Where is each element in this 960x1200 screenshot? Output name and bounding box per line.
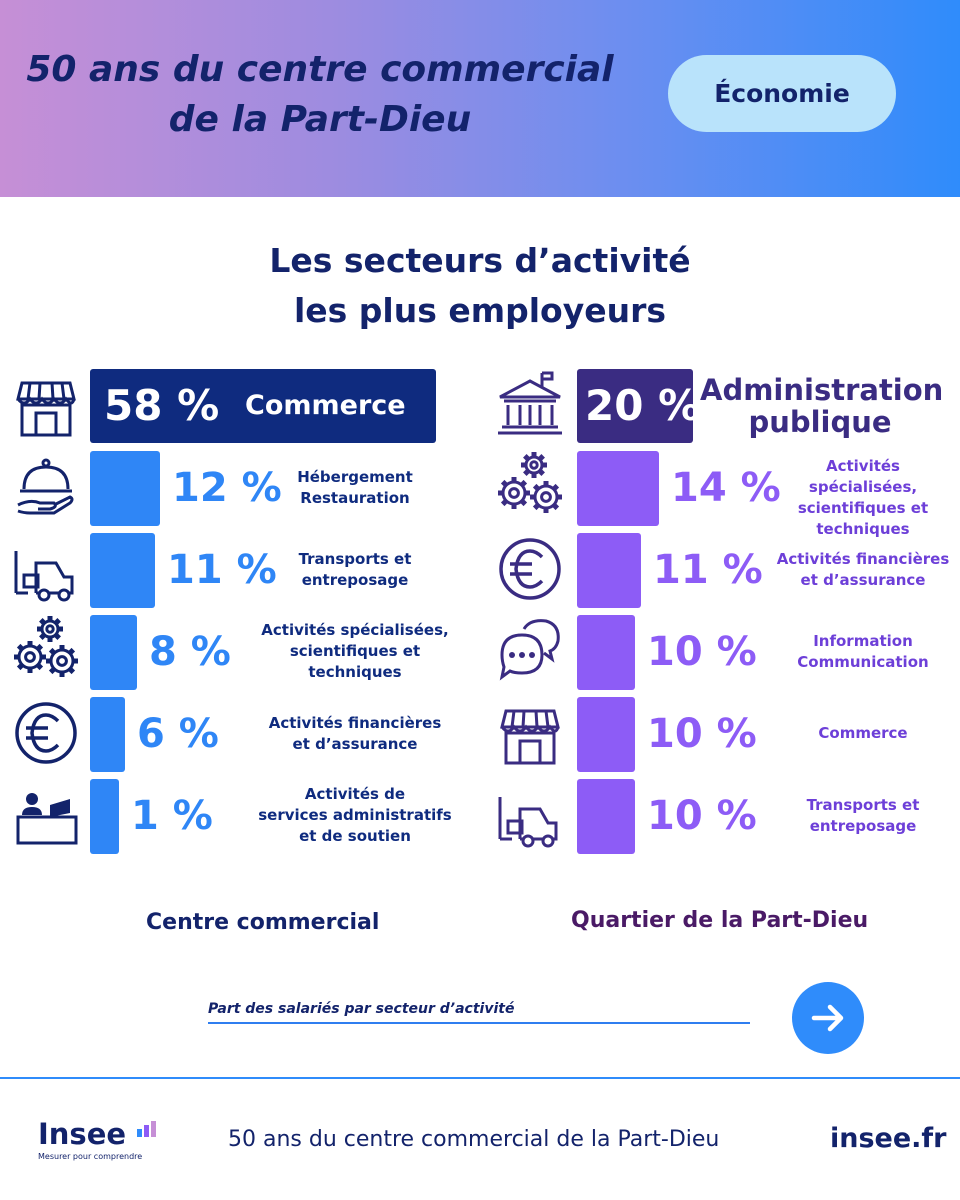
left-label-4: Activités spécialisées, scientifiques et t… [230, 620, 480, 683]
right-value-2: 14 % [671, 465, 781, 511]
footer-caption: 50 ans du centre commercial de la Part-D… [228, 1127, 720, 1152]
right-label-6: Transports et entreposage [772, 795, 954, 837]
right-bar-2 [577, 451, 659, 526]
forklift-icon [494, 779, 566, 851]
left-label-5: Activités financières et d’assurance [230, 713, 480, 755]
left-value-5: 6 % [137, 711, 219, 757]
right-bar-3 [577, 533, 641, 608]
left-bar-5 [90, 697, 125, 772]
page-title-line2: les plus employeurs [293, 291, 667, 330]
left-value-1: 58 % [104, 381, 220, 430]
right-label-2-line-1: Activités spécialisées, [808, 457, 918, 496]
insee-logo[interactable]: Insee Mesurer pour comprendre [38, 1118, 168, 1166]
header-title: 50 ans du centre commercial de la Part-D… [0, 45, 640, 145]
serving-cloche-icon [10, 451, 82, 523]
right-value-5: 10 % [647, 711, 757, 757]
left-bar-3 [90, 533, 155, 608]
government-building-icon [494, 369, 566, 441]
right-value-6: 10 % [647, 793, 757, 839]
store-icon [494, 697, 566, 769]
right-label-3-line-2: et d’assurance [800, 570, 926, 589]
right-label-4: Information Communication [772, 631, 954, 673]
right-bar-5 [577, 697, 635, 772]
page-title: Les secteurs d’activité les plus employe… [0, 236, 960, 336]
reception-desk-icon [10, 779, 82, 851]
gears-icon [10, 615, 82, 687]
right-value-1: 20 % [585, 381, 701, 430]
header-banner: 50 ans du centre commercial de la Part-D… [0, 0, 960, 197]
right-value-3: 11 % [653, 547, 763, 593]
left-bar-6 [90, 779, 119, 854]
right-label-3-line-1: Activités financières [776, 549, 950, 568]
euro-icon [10, 697, 82, 769]
right-label-1: Administration publique [700, 373, 944, 439]
right-label-5-line-1: Commerce [818, 724, 908, 742]
right-label-5: Commerce [772, 723, 954, 744]
header-title-line1: 50 ans du centre commercial [26, 49, 614, 90]
right-bar-1 [577, 369, 693, 443]
right-label-6-line-2: entreposage [809, 816, 917, 835]
left-bar-1 [90, 369, 436, 443]
left-label-2: Hébergement Restauration [230, 467, 480, 509]
forklift-icon [10, 533, 82, 605]
right-label-2-line-3: techniques [816, 520, 910, 538]
left-label-5-line-1: Activités financières [268, 713, 442, 732]
legend-centre-commercial: Centre commercial [146, 910, 380, 935]
right-label-4-line-1: Information [813, 631, 913, 650]
left-value-6: 1 % [131, 793, 213, 839]
left-label-3: Transports et entreposage [230, 549, 480, 591]
logo-tagline: Mesurer pour comprendre [38, 1152, 143, 1161]
right-label-1-line-1: Administration [700, 373, 944, 407]
left-label-4-line-1: Activités spécialisées, [261, 621, 449, 639]
right-label-6-line-1: Transports et [806, 795, 920, 814]
left-value-3: 11 % [167, 547, 277, 593]
left-label-4-line-2: scientifiques et [289, 642, 421, 660]
left-bar-4 [90, 615, 137, 690]
left-label-5-line-2: et d’assurance [292, 734, 418, 753]
arrow-right-icon [811, 1004, 844, 1032]
footer-site-link[interactable]: insee.fr [830, 1123, 947, 1154]
chart-note: Part des salariés par secteur d’activité [208, 1001, 750, 1024]
store-icon [10, 369, 82, 441]
left-label-6-line-1: Activités de [304, 785, 406, 803]
right-bar-4 [577, 615, 635, 690]
left-label-6-line-3: et de soutien [299, 827, 411, 845]
left-label-2-line-2: Restauration [300, 488, 410, 507]
left-value-2: 12 % [172, 465, 282, 511]
left-label-2-line-1: Hébergement [297, 467, 413, 486]
logo-bars-icon [137, 1121, 156, 1137]
left-label-3-line-1: Transports et [298, 549, 412, 568]
next-arrow-button[interactable] [792, 982, 864, 1054]
legend-quartier-part-dieu: Quartier de la Part-Dieu [571, 908, 869, 933]
logo-wordmark: Insee [38, 1117, 127, 1151]
footer-divider [0, 1077, 960, 1079]
chat-bubbles-icon [494, 615, 566, 687]
right-label-1-line-2: publique [748, 405, 892, 439]
header-title-line2: de la Part-Dieu [168, 99, 472, 140]
right-bar-6 [577, 779, 635, 854]
left-label-6-line-2: services administratifs [258, 806, 452, 824]
category-tag[interactable]: Économie [668, 55, 896, 132]
right-label-4-line-2: Communication [797, 652, 929, 671]
euro-icon [494, 533, 566, 605]
gears-icon [494, 451, 566, 523]
left-label-6: Activités de services administratifs et de… [230, 784, 480, 847]
left-label-3-line-2: entreposage [301, 570, 409, 589]
left-bar-2 [90, 451, 160, 526]
right-label-3: Activités financières et d’assurance [772, 549, 954, 591]
left-label-1: Commerce [245, 390, 406, 421]
right-value-4: 10 % [647, 629, 757, 675]
left-label-4-line-3: techniques [308, 663, 402, 681]
left-value-4: 8 % [149, 629, 231, 675]
page-title-line1: Les secteurs d’activité [269, 241, 691, 280]
right-label-2-line-2: scientifiques et [797, 499, 929, 517]
right-label-2: Activités spécialisées, scientifiques et t… [772, 456, 954, 540]
